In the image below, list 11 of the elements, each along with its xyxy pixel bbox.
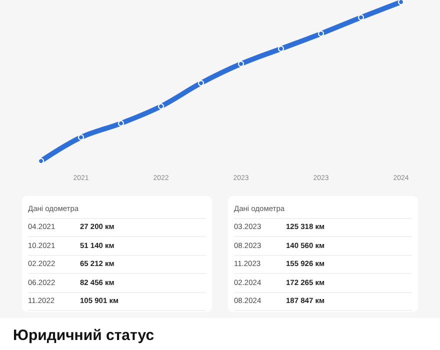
point (38, 158, 44, 164)
point (358, 14, 364, 20)
point (278, 46, 284, 52)
point (118, 120, 124, 126)
point (318, 30, 324, 37)
text: Юридичний статус (13, 327, 154, 344)
point (238, 60, 244, 67)
point (78, 134, 84, 140)
point (398, 0, 404, 5)
point (198, 80, 204, 86)
point (158, 103, 164, 110)
